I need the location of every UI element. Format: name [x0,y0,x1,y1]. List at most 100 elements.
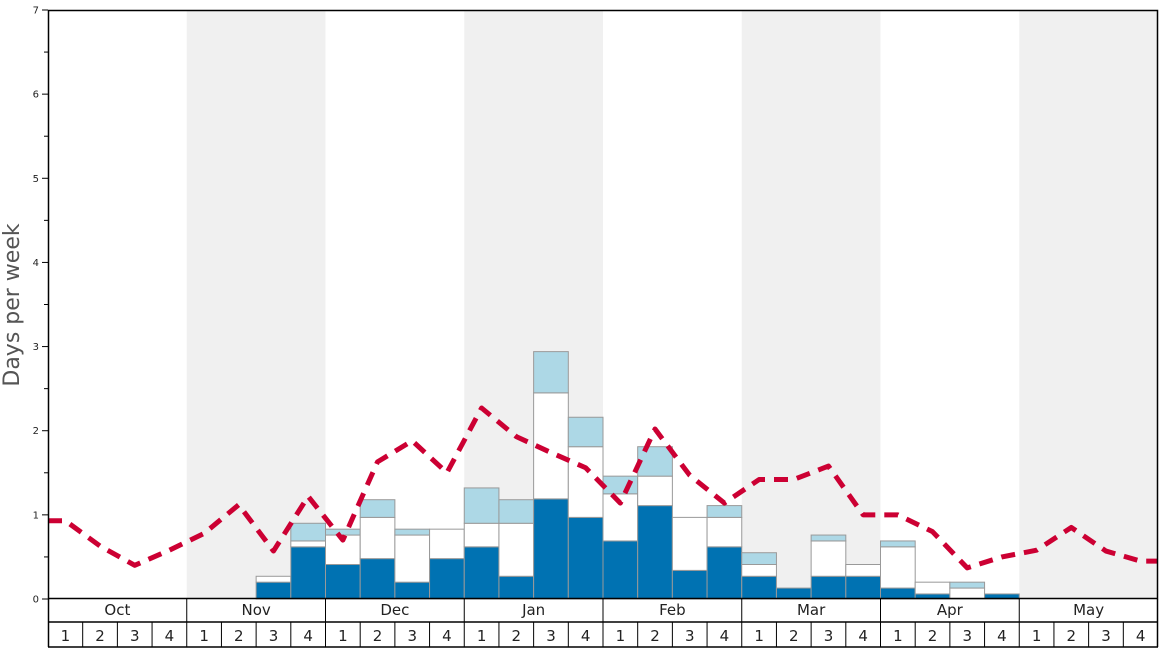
week-label: 2 [928,627,938,645]
y-tick-label: 4 [33,258,39,269]
week-label: 3 [546,627,556,645]
bar-segment-bottom [810,575,847,600]
month-shade-band [1019,10,1158,599]
week-label: 2 [234,627,244,645]
bar-segment-middle [880,546,916,589]
bar-segment-bottom [533,498,569,600]
bar-segment-bottom [255,581,292,600]
week-label: 1 [199,627,209,645]
week-label: 1 [616,627,626,645]
bar-segment-top [359,499,396,518]
week-label: 3 [685,627,695,645]
bar-segment-bottom [325,564,361,600]
bar-segment-bottom [429,558,465,600]
bar-segment-bottom [290,546,326,600]
week-label: 1 [893,627,903,645]
bar-segment-middle [255,575,292,583]
week-label: 2 [95,627,105,645]
week-label: 3 [962,627,972,645]
month-label: Mar [797,601,826,619]
y-tick-label: 7 [33,6,39,17]
month-label: Apr [937,601,964,619]
bars [255,351,1020,600]
bar-segment-top [880,540,916,548]
bar-segment-bottom [775,587,812,600]
week-label: 4 [997,627,1007,645]
bar-segment-top [498,499,535,524]
month-label: Feb [659,601,686,619]
week-label: 1 [61,627,71,645]
bar-segment-top [741,552,777,566]
bar-segment-middle [949,587,986,600]
bar-segment-middle [845,564,881,577]
bar-segment-top [533,351,569,394]
week-label: 1 [477,627,487,645]
bar-segment-bottom [394,581,431,600]
x-axis: Oct 1 2 3 4 Nov 1 2 3 4 Dec 1 2 3 4 Jan 1 2 3 4 Feb 1 2 3 4 Mar 1 2… [47,599,1159,648]
trend-line-layer [48,405,1158,571]
y-axis-label: Days per week [0,223,25,386]
y-tick-label: 2 [33,426,39,437]
month-label: Dec [380,601,409,619]
month-shade-band [186,10,326,599]
week-label: 4 [858,627,868,645]
plot-frame [47,9,1159,600]
bar-segment-top [394,528,431,536]
bar-segment-bottom [741,575,777,600]
bar-segment-bottom [602,540,639,600]
bar-segment-top [810,534,847,542]
month-label: Nov [241,601,270,619]
week-label: 4 [720,627,730,645]
week-label: 2 [650,627,660,645]
bar-segment-bottom [880,587,916,600]
week-label: 3 [269,627,279,645]
bar-segment-top [602,475,639,495]
week-label: 4 [165,627,175,645]
week-label: 2 [512,627,522,645]
bar-segment-bottom [637,505,673,600]
bar-segment-middle [359,516,396,560]
month-shading [186,10,1158,599]
bar-segment-top [637,446,673,477]
bar-segment-top [567,416,604,448]
y-tick-label: 1 [33,510,39,521]
bar-segment-top [463,487,500,524]
week-label: 2 [373,627,383,645]
bar-segment-bottom [463,546,500,600]
bar-segment-bottom [845,575,881,600]
bar-segment-top [290,522,326,542]
month-label: Oct [104,601,130,619]
bar-segment-top [949,581,986,589]
week-label: 4 [303,627,313,645]
week-label: 3 [1101,627,1111,645]
bar-segment-middle [671,516,708,571]
bar-segment-bottom [671,569,708,600]
week-label: 2 [1067,627,1077,645]
bar-segment-bottom [359,558,396,600]
week-label: 2 [789,627,799,645]
bar-segment-middle [429,528,465,560]
week-label: 3 [824,627,834,645]
bar-segment-middle [394,534,431,583]
week-label: 4 [1136,627,1146,645]
week-label: 3 [407,627,417,645]
bar-segment-middle [741,564,777,577]
bar-segment-middle [637,475,673,507]
bar-segment-top [325,528,361,536]
trend-line [48,405,1158,571]
bar-segment-bottom [567,516,604,600]
week-label: 1 [338,627,348,645]
month-label: Jan [521,601,545,619]
bar-segment-middle [810,540,847,577]
y-tick-label: 6 [33,90,39,101]
bar-segment-middle [290,540,326,548]
bar-segment-bottom [498,575,535,600]
bar-segment-middle [706,516,743,548]
bar-segment-bottom [706,546,743,600]
week-label: 1 [754,627,764,645]
y-axis: 0 1 2 3 4 5 6 7 [33,6,48,606]
bar-segment-middle [463,522,500,548]
bar-segment-middle [498,522,535,577]
month-label: May [1073,601,1104,619]
